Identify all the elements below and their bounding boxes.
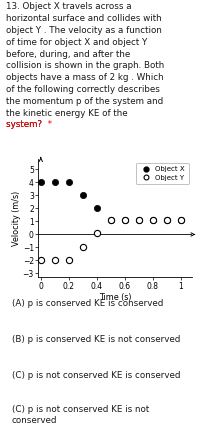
Legend: Object X, Object Y: Object X, Object Y bbox=[136, 163, 189, 184]
X-axis label: Time (s): Time (s) bbox=[99, 293, 131, 302]
Text: (B) p is conserved KE is not conserved: (B) p is conserved KE is not conserved bbox=[12, 335, 180, 344]
Text: (A) p is conserved KE is conserved: (A) p is conserved KE is conserved bbox=[12, 299, 163, 308]
Text: 13. Object X travels across a
horizontal surface and collides with
object Y . Th: 13. Object X travels across a horizontal… bbox=[6, 2, 164, 129]
Text: system?  *: system? * bbox=[6, 2, 132, 129]
Y-axis label: Velocity (m/s): Velocity (m/s) bbox=[12, 190, 21, 246]
Text: (C) p is not conserved KE is conserved: (C) p is not conserved KE is conserved bbox=[12, 371, 180, 380]
Text: (C) p is not conserved KE is not
conserved: (C) p is not conserved KE is not conserv… bbox=[12, 405, 149, 425]
